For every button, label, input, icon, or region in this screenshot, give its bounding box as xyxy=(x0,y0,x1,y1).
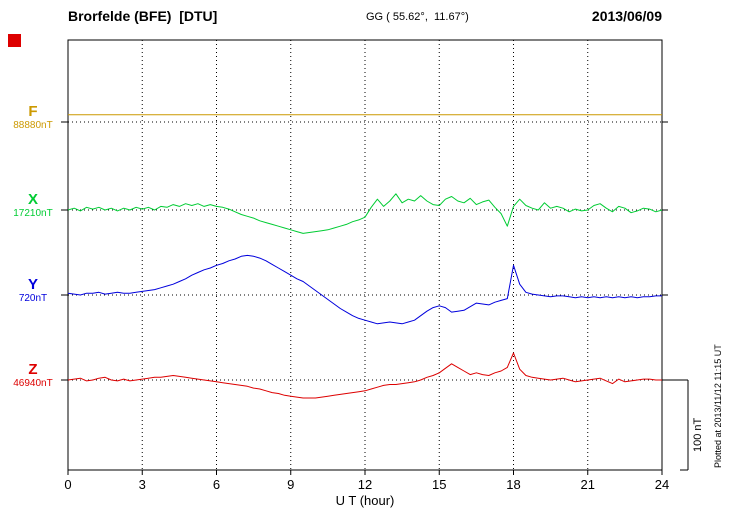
x-tick-label: 0 xyxy=(64,477,72,492)
x-tick-label: 18 xyxy=(506,477,521,492)
trace-Z xyxy=(67,352,662,399)
component-letter-Y: Y xyxy=(27,276,38,293)
x-tick-label: 9 xyxy=(287,477,295,492)
component-letter-Z: Z xyxy=(28,361,38,378)
component-baseline-F: 88880nT xyxy=(13,120,53,131)
component-letter-F: F xyxy=(28,103,38,120)
red-square-marker xyxy=(8,34,21,47)
x-axis-label: U T (hour) xyxy=(335,493,395,508)
x-tick-label: 15 xyxy=(432,477,447,492)
trace-X xyxy=(67,193,663,234)
component-label-Z: Z 46940nT xyxy=(2,362,64,390)
x-tick-label: 12 xyxy=(357,477,373,492)
trace-Y xyxy=(67,254,662,325)
x-axis-tick-labels: 0 3 6 9 12 15 18 21 24 xyxy=(0,477,730,493)
station-title: Brorfelde (BFE) [DTU] xyxy=(68,8,218,24)
plot-date: 2013/06/09 xyxy=(591,8,662,24)
component-label-F: F 88880nT xyxy=(2,104,64,132)
component-letter-X: X xyxy=(27,191,38,208)
station-coordinates: GG ( 55.62°, 11.67°) xyxy=(366,11,469,23)
component-baseline-Y: 720nT xyxy=(18,293,48,304)
x-tick-label: 6 xyxy=(212,477,221,492)
plotted-timestamp-note: Plotted at 2013/11/12 11:15 UT xyxy=(713,344,723,468)
component-baseline-Z: 46940nT xyxy=(13,378,53,389)
x-tick-label: 3 xyxy=(138,477,146,492)
component-baseline-X: 17210nT xyxy=(13,208,53,219)
x-tick-label: 24 xyxy=(654,477,670,492)
component-label-X: X 17210nT xyxy=(2,192,64,220)
scale-bar-label: 100 nT xyxy=(692,417,704,452)
x-tick-label: 21 xyxy=(580,477,595,492)
component-label-Y: Y 720nT xyxy=(2,277,64,305)
